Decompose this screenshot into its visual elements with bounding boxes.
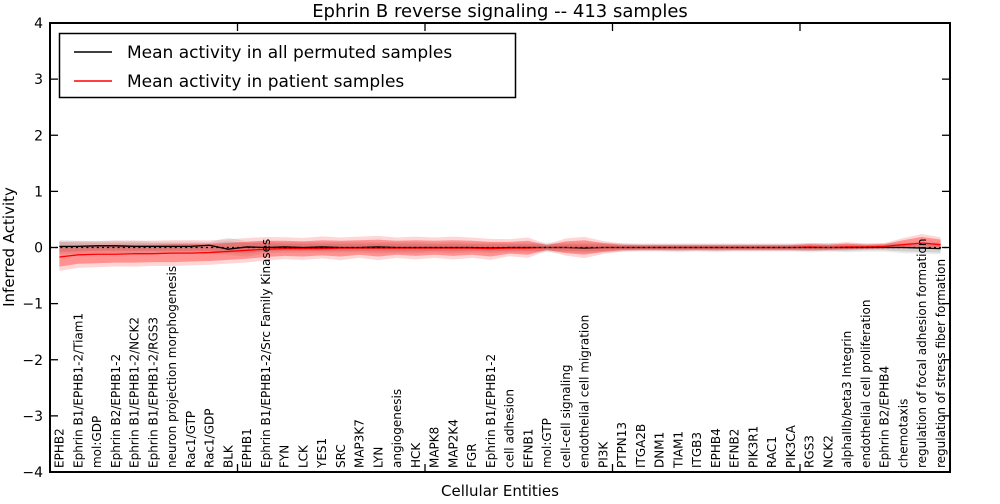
x-tick-label: EFNB1 <box>521 429 535 468</box>
legend: Mean activity in all permuted samples Me… <box>58 32 517 99</box>
y-tick-label: 2 <box>34 128 43 144</box>
x-tick-label: LCK <box>296 444 310 468</box>
x-tick-label: angiogenesis <box>390 389 404 468</box>
x-tick-label: RAC1 <box>765 436 779 468</box>
y-tick-label: −1 <box>22 297 43 313</box>
x-tick-label: PIK3CA <box>784 424 798 468</box>
x-tick-label: endothelial cell migration <box>578 315 592 468</box>
y-tick-label: 3 <box>34 72 43 88</box>
x-tick-label: EPHB1 <box>240 428 254 468</box>
y-tick-label: 0 <box>34 241 43 257</box>
x-tick-label: NCK2 <box>821 435 835 468</box>
y-tick-label: 1 <box>34 184 43 200</box>
x-tick-label: MAP3K7 <box>353 419 367 468</box>
x-tick-label: Ephrin B1/EPHB1-2/NCK2 <box>128 317 142 468</box>
x-tick-label: Ephrin B2/EPHB1-2 <box>109 354 123 468</box>
x-tick-label: Ephrin B1/EPHB1-2/Tiam1 <box>71 313 85 468</box>
axes-frame <box>49 22 951 473</box>
x-tick-label: MAPK8 <box>428 427 442 468</box>
x-tick-label: SRC <box>334 444 348 468</box>
x-tick-label: endothelial cell proliferation <box>859 300 873 468</box>
plot-frame <box>49 22 951 473</box>
x-tick-label: PTPN13 <box>615 422 629 468</box>
x-category-labels: EPHB2 Ephrin B1/EPHB1-2/Tiam1 mol:GDP Ephri… <box>53 239 948 469</box>
x-tick-label: mol:GDP <box>90 416 104 468</box>
y-tick-label: −2 <box>22 353 43 369</box>
x-tick-label: FYN <box>278 445 292 468</box>
x-tick-label: Rac1/GDP <box>203 409 217 468</box>
x-tick-label: cell-cell signaling <box>559 365 573 469</box>
y-axis-label: Inferred Activity <box>0 187 18 307</box>
x-tick-label: ITGA2B <box>634 424 648 468</box>
x-tick-label: PIK3R1 <box>746 426 760 468</box>
x-tick-label: HCK <box>409 442 423 468</box>
chart-title: Ephrin B reverse signaling -- 413 sample… <box>312 1 688 22</box>
x-tick-label: Rac1/GTP <box>184 411 198 468</box>
x-tick-label: PI3K <box>596 441 610 468</box>
x-tick-label: Ephrin B1/EPHB1-2/Src Family Kinases <box>259 239 273 468</box>
x-tick-label: regulation of focal adhesion formation <box>915 239 929 468</box>
legend-label-patient: Mean activity in patient samples <box>127 72 404 92</box>
x-tick-label: Ephrin B1/EPHB1-2 <box>484 354 498 468</box>
x-tick-label: FGR <box>465 443 479 468</box>
y-tick-label: −3 <box>22 409 43 425</box>
x-tick-label: ITGB3 <box>690 432 704 468</box>
x-tick-label: Ephrin B1/EPHB1-2/RGS3 <box>146 317 160 468</box>
patient-band-outer <box>59 234 941 271</box>
patient-band <box>59 236 941 267</box>
x-tick-label: MAP2K4 <box>446 419 460 468</box>
x-tick-label: chemotaxis <box>896 399 910 468</box>
axis-ticks <box>50 22 950 473</box>
x-tick-label: mol:GTP <box>540 418 554 468</box>
y-tick-label: 4 <box>34 16 43 32</box>
legend-box <box>58 32 517 99</box>
x-tick-label: EPHB2 <box>53 428 67 468</box>
x-tick-label: BLK <box>221 444 235 468</box>
x-tick-label: DNM1 <box>653 432 667 468</box>
x-tick-label: YES1 <box>315 438 329 469</box>
legend-label-permuted: Mean activity in all permuted samples <box>127 43 452 63</box>
x-tick-label: regulation of stress fiber formation <box>934 259 948 468</box>
x-tick-label: EPHB4 <box>709 428 723 468</box>
x-tick-label: Ephrin B2/EPHB4 <box>878 366 892 468</box>
x-axis-label: Cellular Entities <box>441 482 559 500</box>
x-tick-label: RGS3 <box>803 435 817 468</box>
x-tick-label: neuron projection morphogenesis <box>165 266 179 468</box>
x-tick-label: alphaIIb/beta3 Integrin <box>840 331 854 468</box>
x-tick-label: EFNB2 <box>728 429 742 468</box>
x-tick-label: TIAM1 <box>671 431 685 469</box>
y-tick-labels: 4 3 2 1 0 −1 −2 −3 −4 <box>22 16 43 481</box>
x-tick-label: LYN <box>371 447 385 468</box>
x-tick-label: cell adhesion <box>503 389 517 468</box>
y-tick-label: −4 <box>22 465 43 481</box>
